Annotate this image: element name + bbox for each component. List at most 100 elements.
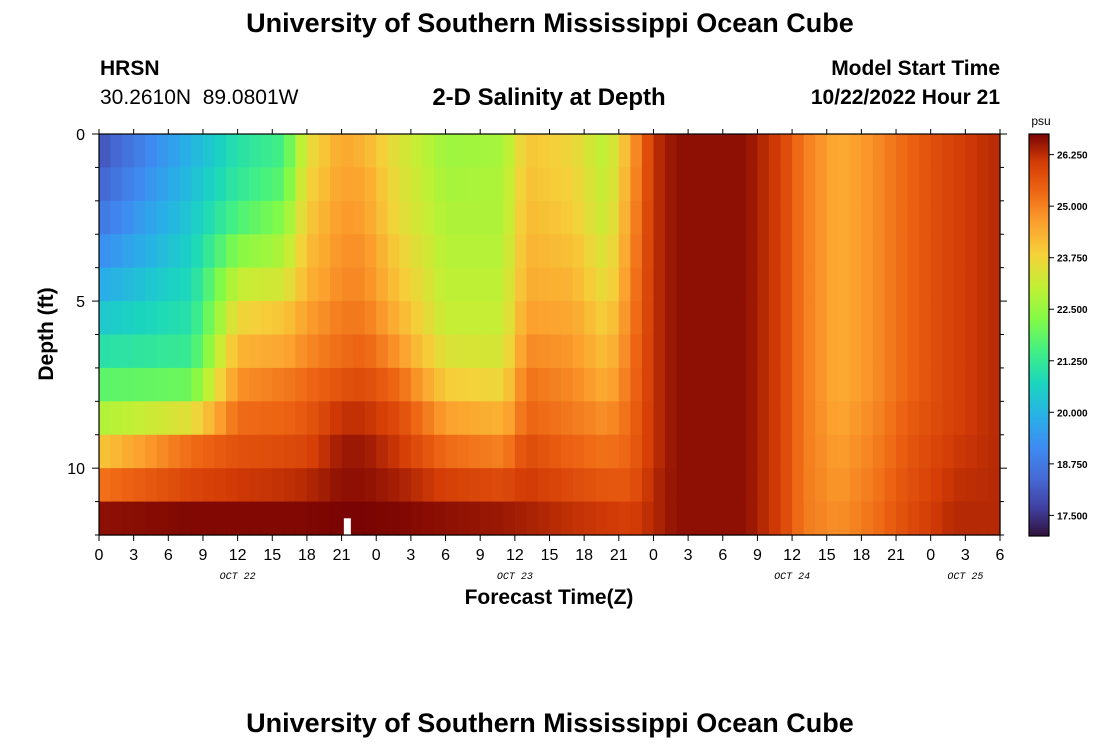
- colorbar-tick-label: 25.000: [1057, 202, 1088, 213]
- heatmap-cell: [145, 134, 158, 169]
- heatmap-cell: [341, 167, 354, 202]
- heatmap-cell: [988, 134, 1001, 169]
- heatmap-cell: [757, 234, 770, 269]
- heatmap-cell: [272, 134, 285, 169]
- heatmap-cell: [792, 200, 805, 235]
- heatmap-cell: [537, 234, 551, 269]
- station-coordinates: 30.2610N 89.0801W: [100, 86, 299, 109]
- heatmap-cell: [757, 401, 770, 436]
- heatmap-cell: [514, 334, 527, 369]
- heatmap-cell: [503, 234, 516, 269]
- heatmap-cell: [260, 234, 273, 269]
- heatmap-cell: [572, 468, 585, 503]
- heatmap-cell: [607, 501, 620, 536]
- heatmap-cell: [930, 334, 943, 369]
- heatmap-cell: [387, 468, 400, 503]
- heatmap-cell: [676, 468, 689, 503]
- heatmap-cell: [711, 234, 724, 269]
- heatmap-cell: [353, 267, 366, 302]
- heatmap-cell: [387, 200, 400, 235]
- heatmap-cell: [653, 134, 666, 169]
- heatmap-cell: [572, 301, 585, 336]
- heatmap-cell: [861, 134, 874, 169]
- heatmap-cell: [930, 367, 943, 402]
- heatmap-cell: [768, 501, 782, 536]
- heatmap-cell: [607, 134, 620, 169]
- heatmap-cell: [526, 334, 539, 369]
- heatmap-cell: [976, 267, 990, 302]
- heatmap-cell: [491, 434, 504, 469]
- heatmap-cell: [260, 334, 273, 369]
- heatmap-cell: [503, 200, 516, 235]
- heatmap-cell: [480, 367, 493, 402]
- heatmap-cell: [676, 501, 689, 536]
- heatmap-cell: [630, 367, 643, 402]
- heatmap-cell: [353, 501, 366, 536]
- x-tick-label: 21: [610, 547, 628, 564]
- heatmap-cell: [237, 401, 250, 436]
- heatmap-cell: [122, 167, 135, 202]
- heatmap-cell: [792, 334, 805, 369]
- heatmap-cell: [526, 301, 539, 336]
- heatmap-cell: [491, 234, 504, 269]
- x-tick-label: 3: [961, 547, 970, 564]
- x-tick-label: 21: [887, 547, 905, 564]
- heatmap-cell: [607, 167, 620, 202]
- heatmap-cell: [768, 401, 782, 436]
- heatmap-cell: [514, 401, 527, 436]
- heatmap-cell: [930, 167, 943, 202]
- heatmap-cell: [884, 334, 897, 369]
- heatmap-cell: [480, 134, 493, 169]
- heatmap-cell: [237, 200, 250, 235]
- heatmap-cell: [699, 234, 712, 269]
- heatmap-cell: [202, 200, 216, 235]
- heatmap-cell: [249, 468, 262, 503]
- heatmap-cell: [549, 434, 562, 469]
- heatmap-cell: [930, 468, 943, 503]
- heatmap-cell: [399, 501, 412, 536]
- heatmap-cell: [364, 401, 377, 436]
- heatmap-cell: [953, 367, 966, 402]
- heatmap-cell: [572, 234, 585, 269]
- heatmap-cell: [630, 200, 643, 235]
- heatmap-cell: [965, 234, 978, 269]
- heatmap-cell: [330, 301, 343, 336]
- heatmap-cell: [399, 301, 412, 336]
- heatmap-cell: [699, 334, 712, 369]
- heatmap-cell: [699, 367, 712, 402]
- heatmap-cell: [376, 468, 389, 503]
- heatmap-cell: [122, 468, 135, 503]
- heatmap-cell: [549, 134, 562, 169]
- heatmap-cell: [711, 334, 724, 369]
- heatmap-cell: [815, 367, 828, 402]
- heatmap-cell: [457, 301, 470, 336]
- heatmap-cell: [896, 367, 909, 402]
- heatmap-cell: [815, 501, 828, 536]
- heatmap-cell: [341, 401, 354, 436]
- heatmap-cell: [942, 501, 955, 536]
- heatmap-cell: [330, 234, 343, 269]
- heatmap-cell: [630, 468, 643, 503]
- heatmap-cell: [676, 234, 689, 269]
- heatmap-cell: [849, 401, 862, 436]
- heatmap-cell: [896, 468, 909, 503]
- heatmap-cell: [468, 401, 481, 436]
- heatmap-cell: [688, 367, 701, 402]
- heatmap-cell: [249, 200, 262, 235]
- heatmap-cell: [630, 434, 643, 469]
- heatmap-cell: [122, 501, 135, 536]
- heatmap-cell: [803, 468, 816, 503]
- heatmap-cell: [803, 434, 816, 469]
- heatmap-cell: [861, 334, 874, 369]
- heatmap-cell: [665, 334, 678, 369]
- heatmap-cell: [237, 134, 250, 169]
- heatmap-cell: [780, 200, 793, 235]
- heatmap-cell: [145, 401, 158, 436]
- heatmap-cell: [526, 200, 539, 235]
- heatmap-cell: [919, 434, 932, 469]
- heatmap-cell: [595, 367, 608, 402]
- heatmap-cell: [561, 367, 574, 402]
- heatmap-cell: [145, 301, 158, 336]
- heatmap-cell: [826, 401, 839, 436]
- heatmap-cell: [353, 167, 366, 202]
